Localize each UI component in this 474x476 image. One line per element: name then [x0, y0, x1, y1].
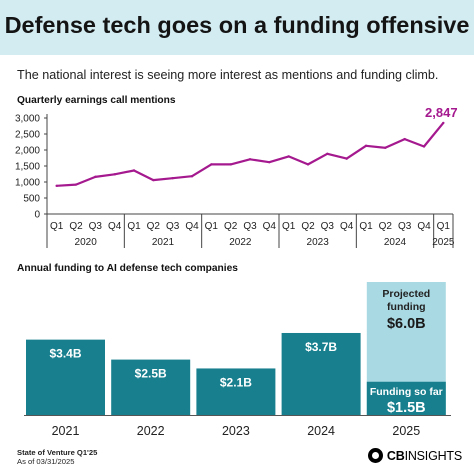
- year-label: 2021: [152, 237, 175, 248]
- x-tick-label: Q2: [224, 221, 238, 232]
- y-tick-label: 2,000: [15, 146, 40, 157]
- x-tick-label: Q2: [379, 221, 393, 232]
- y-tick-label: 3,000: [15, 114, 40, 125]
- earnings-mentions-line-chart: 0 500 1,000 1,500 2,000 2,500 3,000 Q1 Q2 Q3 Q4 Q1 Q…: [15, 105, 458, 248]
- year-label: 2022: [229, 237, 252, 248]
- bar-value-label: $2.1B: [220, 375, 252, 389]
- last-value-label: 2,847: [425, 105, 458, 120]
- projected-header-line2: funding: [387, 301, 425, 313]
- data-point: [210, 163, 213, 166]
- y-tick-label: 1,500: [15, 162, 40, 173]
- x-tick-label: Q4: [417, 221, 431, 232]
- x-tick-label: Q3: [166, 221, 180, 232]
- bar-value-label: $3.7B: [305, 340, 337, 354]
- line-chart-title: Quarterly earnings call mentions: [17, 95, 176, 106]
- x-tick-label: Q4: [263, 221, 277, 232]
- y-tick-label: 500: [23, 194, 40, 205]
- y-tick-label: 0: [34, 210, 40, 221]
- bar-category-label: 2025: [392, 424, 420, 438]
- x-tick-label: Q2: [147, 221, 161, 232]
- x-tick-label: Q2: [301, 221, 315, 232]
- data-point: [94, 175, 97, 179]
- funding-so-far-bar: [366, 381, 446, 415]
- year-label: 2020: [75, 237, 98, 248]
- x-tick-label: Q2: [69, 221, 83, 232]
- page-subtitle: The national interest is seeing more int…: [17, 68, 439, 82]
- x-tick-label: Q3: [321, 221, 335, 232]
- data-point: [422, 145, 426, 148]
- data-point: [248, 158, 252, 161]
- funding-bar: [196, 368, 276, 415]
- data-point: [113, 173, 116, 176]
- page-title: Defense tech goes on a funding offensive: [4, 12, 470, 38]
- data-point: [268, 160, 271, 164]
- bar-value-label: $3.4B: [49, 347, 81, 361]
- data-point: [364, 144, 368, 148]
- bar-category-label: 2021: [52, 424, 80, 438]
- bar-value-label: $2.5B: [135, 367, 167, 381]
- year-label: 2024: [384, 237, 407, 248]
- funding-so-far-label: $1.5B: [387, 400, 426, 416]
- title-band: Defense tech goes on a funding offensive: [0, 0, 474, 55]
- year-label: 2025: [432, 237, 455, 248]
- data-point: [152, 178, 155, 182]
- logo-text-rest: INSIGHTS: [404, 448, 463, 463]
- x-tick-label: Q4: [340, 221, 354, 232]
- data-point: [132, 169, 136, 172]
- data-point: [287, 155, 290, 158]
- data-point: [171, 176, 174, 180]
- x-tick-label: Q3: [89, 221, 103, 232]
- x-tick-label: Q1: [205, 221, 219, 232]
- y-tick-label: 2,500: [15, 130, 40, 141]
- x-tick-label: Q1: [437, 221, 451, 232]
- x-tick-label: Q4: [108, 221, 122, 232]
- source-line-2: As of 03/31/2025: [17, 457, 75, 466]
- data-point: [326, 152, 329, 156]
- logo-text-bold: CB: [386, 448, 405, 463]
- x-tick-label: Q1: [282, 221, 296, 232]
- x-tick-label: Q1: [127, 221, 141, 232]
- y-tick-label: 1,000: [15, 178, 40, 189]
- data-point: [55, 184, 58, 188]
- data-point: [74, 183, 78, 186]
- data-point: [190, 175, 194, 178]
- data-point: [442, 121, 445, 125]
- x-tick-label: Q3: [398, 221, 412, 232]
- data-point: [229, 163, 232, 166]
- x-tick-label: Q4: [185, 221, 199, 232]
- funding-bar: [26, 339, 105, 415]
- x-tick-label: Q3: [243, 221, 257, 232]
- data-point: [384, 146, 387, 149]
- x-tick-label: Q1: [50, 221, 64, 232]
- x-tick-label: Q1: [359, 221, 373, 232]
- funding-bar: [281, 332, 361, 415]
- source-line-1: State of Venture Q1'25: [17, 448, 98, 457]
- funding-bar: [111, 359, 191, 415]
- projected-header-line1: Projected: [382, 288, 430, 300]
- data-point: [403, 137, 406, 141]
- bar-category-label: 2024: [307, 424, 335, 438]
- source-note: State of Venture Q1'25 As of 03/31/2025: [17, 448, 97, 466]
- data-point: [345, 157, 348, 160]
- cb-insights-logo-icon: [367, 448, 383, 463]
- bar-category-label: 2023: [222, 424, 250, 438]
- cb-insights-logo: CBINSIGHTS: [367, 448, 463, 463]
- data-point: [306, 163, 310, 166]
- bar-category-label: 2022: [137, 424, 165, 438]
- projected-value-label: $6.0B: [387, 316, 426, 332]
- bar-chart-title: Annual funding to AI defense tech compan…: [17, 263, 238, 274]
- funding-so-far-header: Funding so far: [370, 386, 443, 398]
- year-label: 2023: [307, 237, 330, 248]
